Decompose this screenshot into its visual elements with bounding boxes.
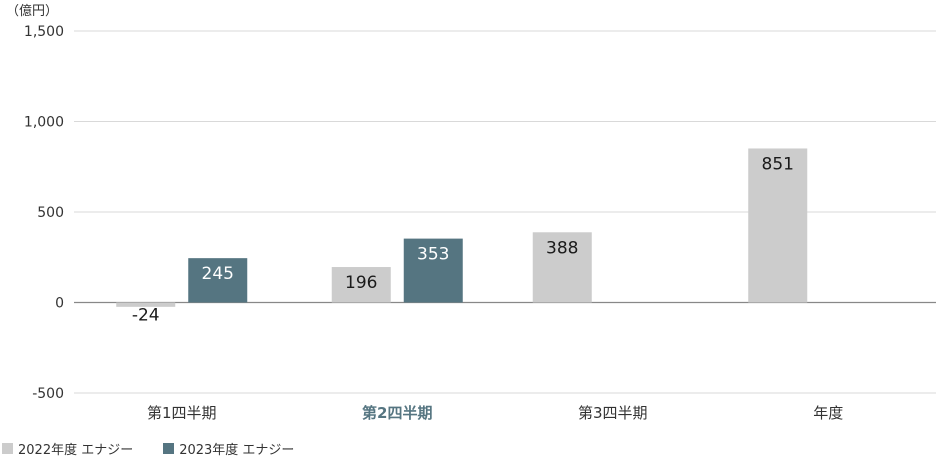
bar-2023 bbox=[188, 258, 248, 303]
legend-swatch-2022 bbox=[2, 443, 13, 454]
bar-value-label: 353 bbox=[417, 245, 449, 265]
bar-value-label: 196 bbox=[345, 273, 377, 293]
legend: 2022年度 エナジー 2023年度 エナジー bbox=[2, 439, 324, 458]
y-tick-label: 1,500 bbox=[24, 24, 64, 40]
x-category-label: 第1四半期 bbox=[147, 404, 217, 422]
legend-label-2022: 2022年度 エナジー bbox=[18, 443, 134, 458]
bar-2022 bbox=[748, 148, 808, 303]
y-tick-label: -500 bbox=[32, 386, 64, 402]
x-category-label: 第2四半期 bbox=[362, 404, 432, 422]
y-tick-label: 1,000 bbox=[24, 115, 64, 131]
bar-2022 bbox=[331, 267, 391, 303]
bar-2023 bbox=[403, 238, 463, 303]
legend-item-2022: 2022年度 エナジー bbox=[2, 439, 133, 458]
x-category-label: 第3四半期 bbox=[578, 404, 648, 422]
bar-2022 bbox=[116, 302, 176, 307]
legend-swatch-2023 bbox=[163, 443, 175, 454]
bar-value-label: -24 bbox=[132, 306, 160, 326]
y-axis-unit-label: （億円） bbox=[6, 3, 58, 19]
legend-item-2023: 2023年度 エナジー bbox=[163, 439, 294, 458]
x-category-label: 年度 bbox=[813, 404, 843, 422]
bar-value-label: 851 bbox=[762, 154, 794, 174]
legend-label-2023: 2023年度 エナジー bbox=[179, 443, 295, 458]
y-tick-label: 0 bbox=[55, 296, 64, 312]
bar-value-label: 245 bbox=[202, 264, 234, 284]
y-tick-label: 500 bbox=[37, 205, 64, 221]
bar-2022 bbox=[532, 232, 592, 303]
bar-value-label: 388 bbox=[546, 238, 578, 258]
